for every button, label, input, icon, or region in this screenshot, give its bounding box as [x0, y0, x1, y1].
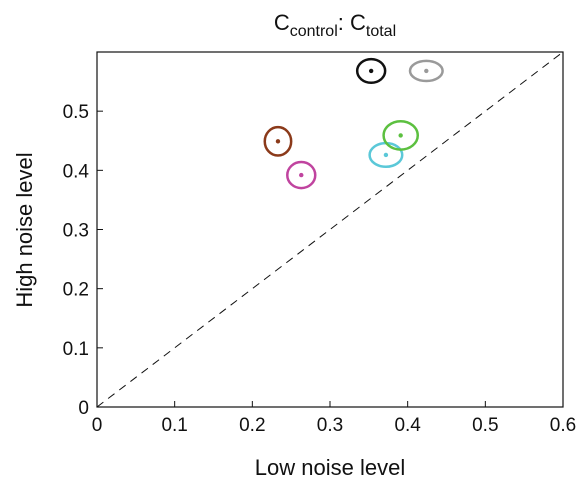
y-tick-label: 0.2	[63, 280, 89, 301]
point	[368, 68, 374, 74]
x-tick-label: 0.3	[317, 415, 343, 436]
point	[275, 139, 281, 144]
title-part: : C	[338, 10, 366, 35]
x-tick-label: 0.1	[161, 415, 187, 436]
y-tick-label: 0.1	[63, 339, 89, 360]
point	[398, 133, 403, 138]
title-sub: total	[366, 23, 396, 40]
x-tick-label: 0.2	[239, 415, 265, 436]
x-axis-label: Low noise level	[255, 455, 405, 480]
chart-title: Ccontrol: Ctotal	[274, 10, 396, 40]
error-ellipse	[355, 57, 387, 85]
error-ellipse	[408, 59, 444, 83]
x-tick-label: 0.5	[472, 415, 498, 436]
error-ellipse	[382, 119, 420, 151]
title-part: C	[274, 10, 290, 35]
x-tick-label: 0	[92, 415, 103, 436]
title-sub: control	[290, 23, 338, 40]
x-tick-label: 0.6	[550, 415, 576, 436]
y-tick-label: 0.4	[63, 161, 90, 182]
point	[424, 68, 429, 74]
y-tick-label: 0.3	[63, 221, 89, 242]
y-tick-label: 0	[78, 398, 89, 419]
y-axis-label: High noise level	[12, 152, 37, 307]
x-tick-label: 0.4	[394, 415, 421, 436]
point	[383, 152, 389, 158]
y-tick-label: 0.5	[63, 102, 89, 123]
point	[299, 172, 304, 178]
error-ellipse	[286, 160, 317, 190]
diagonal-reference	[96, 51, 564, 408]
error-ellipse	[263, 125, 293, 157]
